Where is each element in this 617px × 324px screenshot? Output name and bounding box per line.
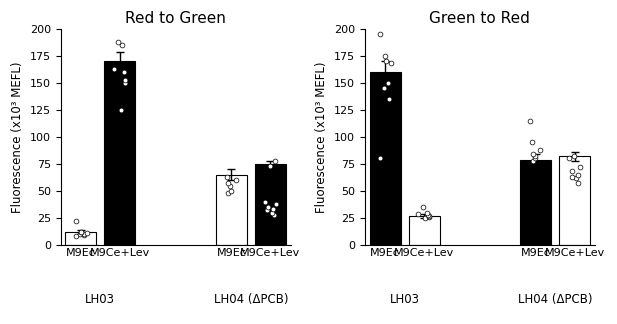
Point [569,154,579,159]
Point [116,107,126,112]
Point [231,178,241,183]
Point [114,39,123,44]
Point [71,234,81,239]
Point [375,31,385,37]
Bar [255,164,286,245]
Title: Red to Green: Red to Green [125,11,226,26]
Y-axis label: Fluorescence (x10³ MEFL): Fluorescence (x10³ MEFL) [315,61,328,213]
Point [413,211,423,216]
Point [117,42,127,48]
Bar [559,156,590,245]
Point [421,210,431,215]
Point [80,233,89,238]
Point [568,169,578,174]
Point [528,152,537,157]
Point [223,191,233,196]
Point [384,96,394,101]
Bar [370,72,400,245]
Point [423,212,433,217]
Point [225,183,235,188]
Point [260,199,270,204]
Y-axis label: Fluorescence (x10³ MEFL): Fluorescence (x10³ MEFL) [11,61,24,213]
Point [381,59,391,64]
Title: Green to Red: Green to Red [429,11,531,26]
Point [564,156,574,161]
Bar [65,232,96,245]
Point [566,174,576,179]
Point [223,174,233,179]
Point [265,163,275,168]
Point [380,53,390,58]
Point [262,208,272,213]
Point [75,232,85,237]
Point [109,66,119,71]
Point [263,204,273,210]
Point [424,213,434,218]
Text: LH03: LH03 [390,293,420,306]
Point [420,215,430,221]
Point [119,69,129,75]
Bar [216,175,247,245]
Point [77,229,86,235]
Point [529,154,539,159]
Bar [520,159,551,245]
Point [271,201,281,206]
Point [383,80,393,85]
Point [418,204,428,210]
Text: LH03: LH03 [85,293,115,306]
Point [379,86,389,91]
Point [268,207,278,212]
Point [528,158,537,163]
Bar [104,61,135,245]
Point [223,181,233,186]
Point [527,140,537,145]
Point [575,165,585,170]
Point [79,232,89,237]
Point [270,158,280,163]
Bar [408,216,440,245]
Text: LH04 (ΔPCB): LH04 (ΔPCB) [518,293,592,306]
Point [120,77,130,82]
Text: LH04 (ΔPCB): LH04 (ΔPCB) [213,293,288,306]
Point [120,80,130,85]
Point [375,156,385,161]
Point [267,210,277,215]
Point [386,61,396,66]
Point [573,181,583,186]
Point [70,219,80,224]
Point [536,147,545,152]
Point [525,118,535,123]
Point [82,230,92,236]
Point [226,188,236,193]
Point [76,229,86,235]
Point [269,212,279,217]
Point [424,214,434,219]
Point [530,156,540,161]
Point [571,175,581,180]
Point [573,172,583,177]
